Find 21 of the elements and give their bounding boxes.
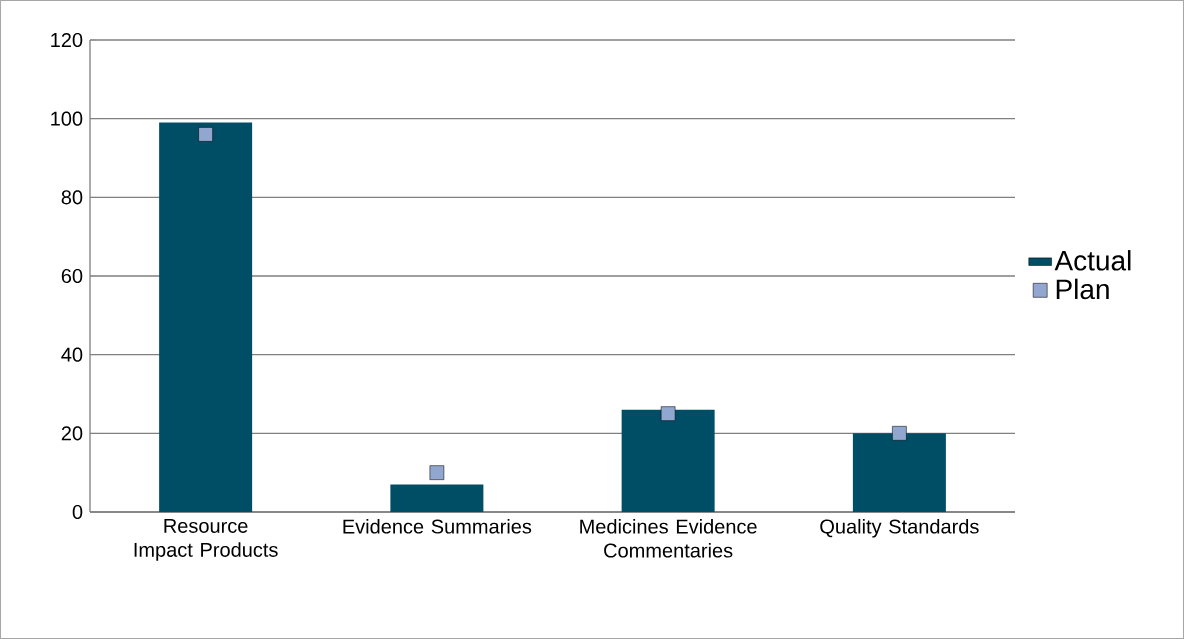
x-tick-label: Evidence Summaries [343,518,532,534]
point [198,127,213,142]
point [660,406,676,421]
x-tick-label: Medicines Evidence Commentaries [580,518,757,558]
y-tick-label: 60 [61,268,83,284]
point [892,426,907,441]
legend-label: Actual [1054,250,1131,271]
bar [390,484,484,512]
y-tick-label: 40 [61,347,83,362]
point [429,465,445,480]
y-tick-label: 100 [51,111,83,126]
bar [159,122,253,512]
y-tick-label: 0 [72,504,83,520]
x-tick-label: Resource Impact Products [134,518,278,561]
y-tick-label: 20 [61,426,83,441]
y-tick-label: 80 [61,190,83,205]
bar [852,433,946,512]
x-tick-label: Quality Standards [820,518,979,538]
y-tick-label: 120 [51,32,83,48]
bar [621,409,715,512]
legend-label: Plan [1056,278,1109,300]
